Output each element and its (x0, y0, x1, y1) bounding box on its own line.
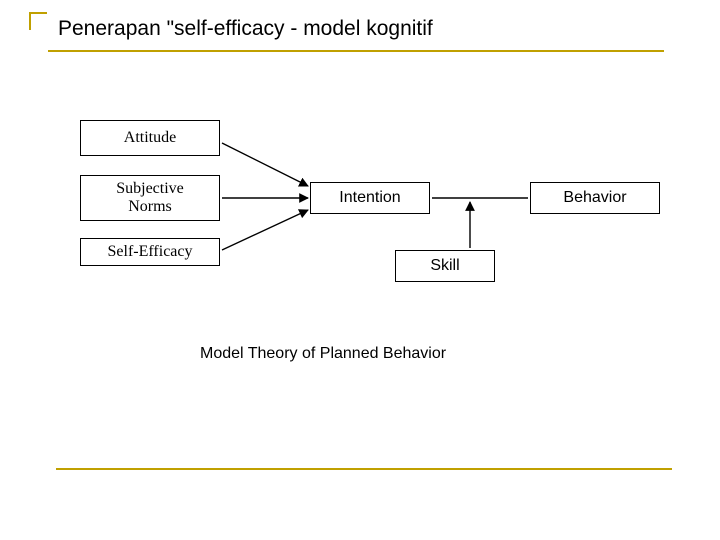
bottom-rule (56, 468, 672, 470)
node-attitude: Attitude (80, 120, 220, 156)
top-rule (48, 50, 664, 52)
node-self-efficacy: Self-Efficacy (80, 238, 220, 266)
node-behavior: Behavior (530, 182, 660, 214)
slide: Penerapan "self-efficacy - model kogniti… (0, 0, 720, 540)
node-label: Self-Efficacy (108, 243, 193, 261)
edge-attitude-intention (222, 143, 308, 186)
edge-selfefficacy-intention (222, 210, 308, 250)
node-label: Behavior (563, 189, 626, 207)
node-label: Intention (339, 189, 400, 207)
node-subjective-norms: Subjective Norms (80, 175, 220, 221)
caption: Model Theory of Planned Behavior (200, 345, 446, 363)
page-title: Penerapan "self-efficacy - model kogniti… (58, 17, 433, 41)
node-skill: Skill (395, 250, 495, 282)
node-label: Subjective Norms (116, 180, 184, 217)
edges-layer (0, 0, 720, 540)
node-label: Attitude (124, 129, 176, 147)
node-intention: Intention (310, 182, 430, 214)
node-label: Skill (430, 257, 459, 275)
corner-decor (29, 12, 47, 30)
